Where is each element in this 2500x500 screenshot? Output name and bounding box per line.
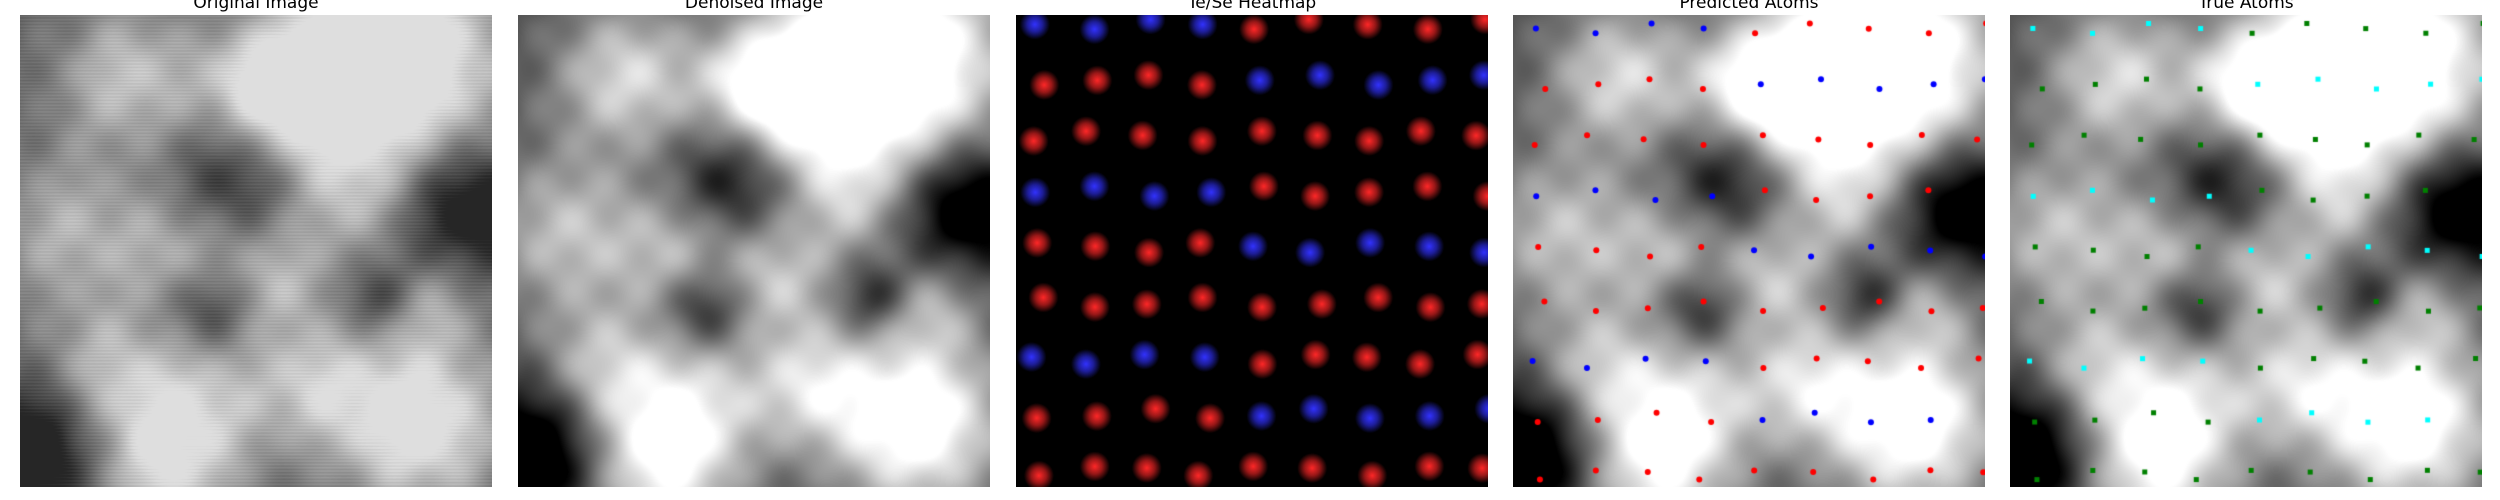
true-atoms-image bbox=[2010, 15, 2482, 487]
panel-true: True Atoms bbox=[2010, 0, 2482, 500]
original-image bbox=[20, 15, 492, 487]
predicted-atoms-image bbox=[1513, 15, 1985, 487]
panel-title-original: Original Image bbox=[193, 0, 319, 13]
panel-title-denoised: Denoised Image bbox=[684, 0, 824, 13]
panel-title-predicted: Predicted Atoms bbox=[1679, 0, 1819, 13]
panel-title-true: True Atoms bbox=[2198, 0, 2294, 13]
panel-denoised: Denoised Image bbox=[518, 0, 990, 500]
panel-original: Original Image bbox=[20, 0, 492, 500]
panel-heatmap: Te/Se Heatmap bbox=[1016, 0, 1488, 500]
panel-predicted: Predicted Atoms bbox=[1513, 0, 1985, 500]
te-se-heatmap bbox=[1016, 15, 1488, 487]
denoised-image bbox=[518, 15, 990, 487]
panel-title-heatmap: Te/Se Heatmap bbox=[1187, 0, 1317, 13]
